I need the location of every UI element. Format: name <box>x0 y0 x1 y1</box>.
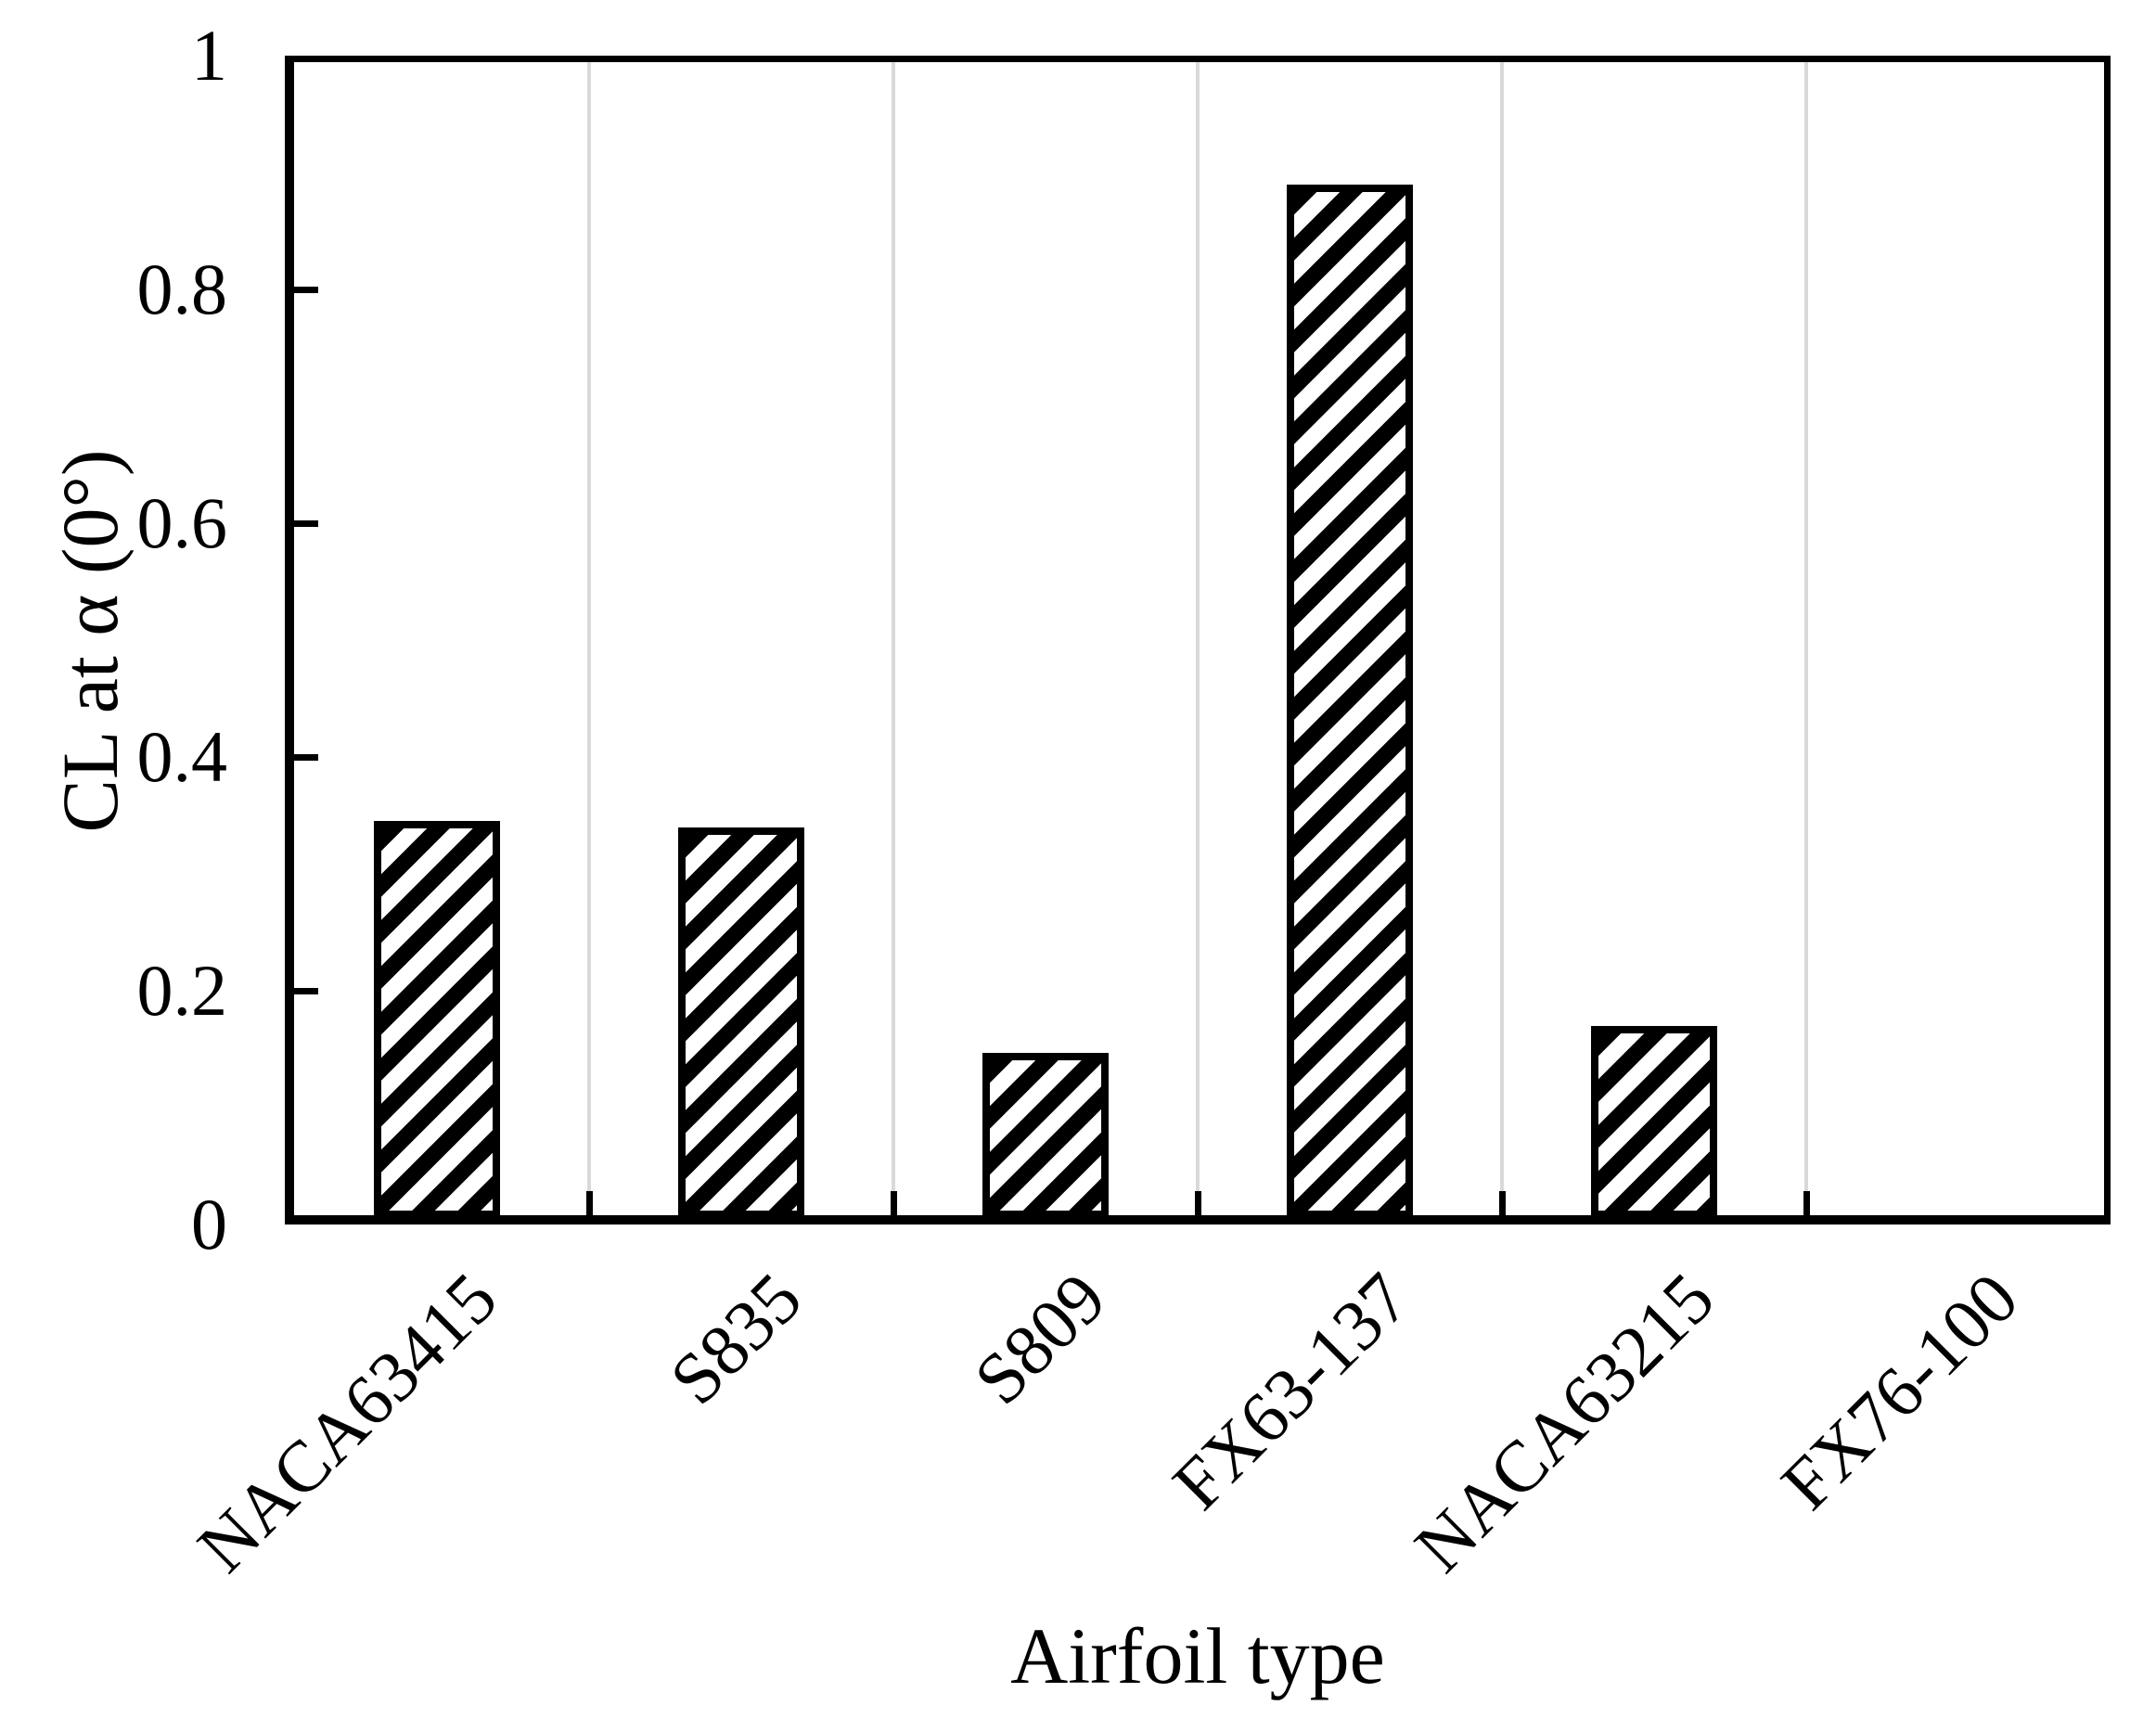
x-axis-tick <box>1194 1191 1201 1215</box>
bar-naca63215 <box>1591 1026 1717 1218</box>
y-tick-label: 0.2 <box>136 950 228 1031</box>
x-axis-tick <box>890 1191 897 1215</box>
y-axis-tick <box>294 286 318 293</box>
y-tick-label: 0 <box>191 1184 227 1264</box>
bar-fx63-137 <box>1287 185 1413 1218</box>
gridline <box>587 62 591 1215</box>
category-label: FX63-137 <box>1157 1257 1425 1525</box>
category-label: NACA63415 <box>182 1257 512 1587</box>
gridline <box>892 62 895 1215</box>
x-axis-tick <box>1803 1191 1810 1215</box>
category-label: S835 <box>653 1257 816 1420</box>
gridline <box>1500 62 1504 1215</box>
gridline <box>1196 62 1200 1215</box>
category-label: FX76-100 <box>1765 1257 2034 1525</box>
x-axis-tick <box>1498 1191 1506 1215</box>
x-axis-title: Airfoil type <box>1010 1611 1385 1700</box>
y-tick-label: 0.4 <box>136 716 228 797</box>
y-axis-title: CL at α (0°) <box>45 449 135 833</box>
y-axis-tick <box>294 987 318 994</box>
y-axis-tick <box>294 519 318 527</box>
y-tick-label: 1 <box>191 15 227 96</box>
bar-s835 <box>678 827 804 1218</box>
category-label: S809 <box>957 1257 1121 1420</box>
y-tick-label: 0.6 <box>136 482 228 563</box>
y-tick-label: 0.8 <box>136 249 228 329</box>
bar-naca63415 <box>374 821 500 1218</box>
category-label: NACA63215 <box>1399 1257 1729 1587</box>
bar-s809 <box>982 1053 1109 1218</box>
gridline <box>1804 62 1808 1215</box>
y-axis-tick <box>294 753 318 761</box>
x-axis-tick <box>585 1191 593 1215</box>
